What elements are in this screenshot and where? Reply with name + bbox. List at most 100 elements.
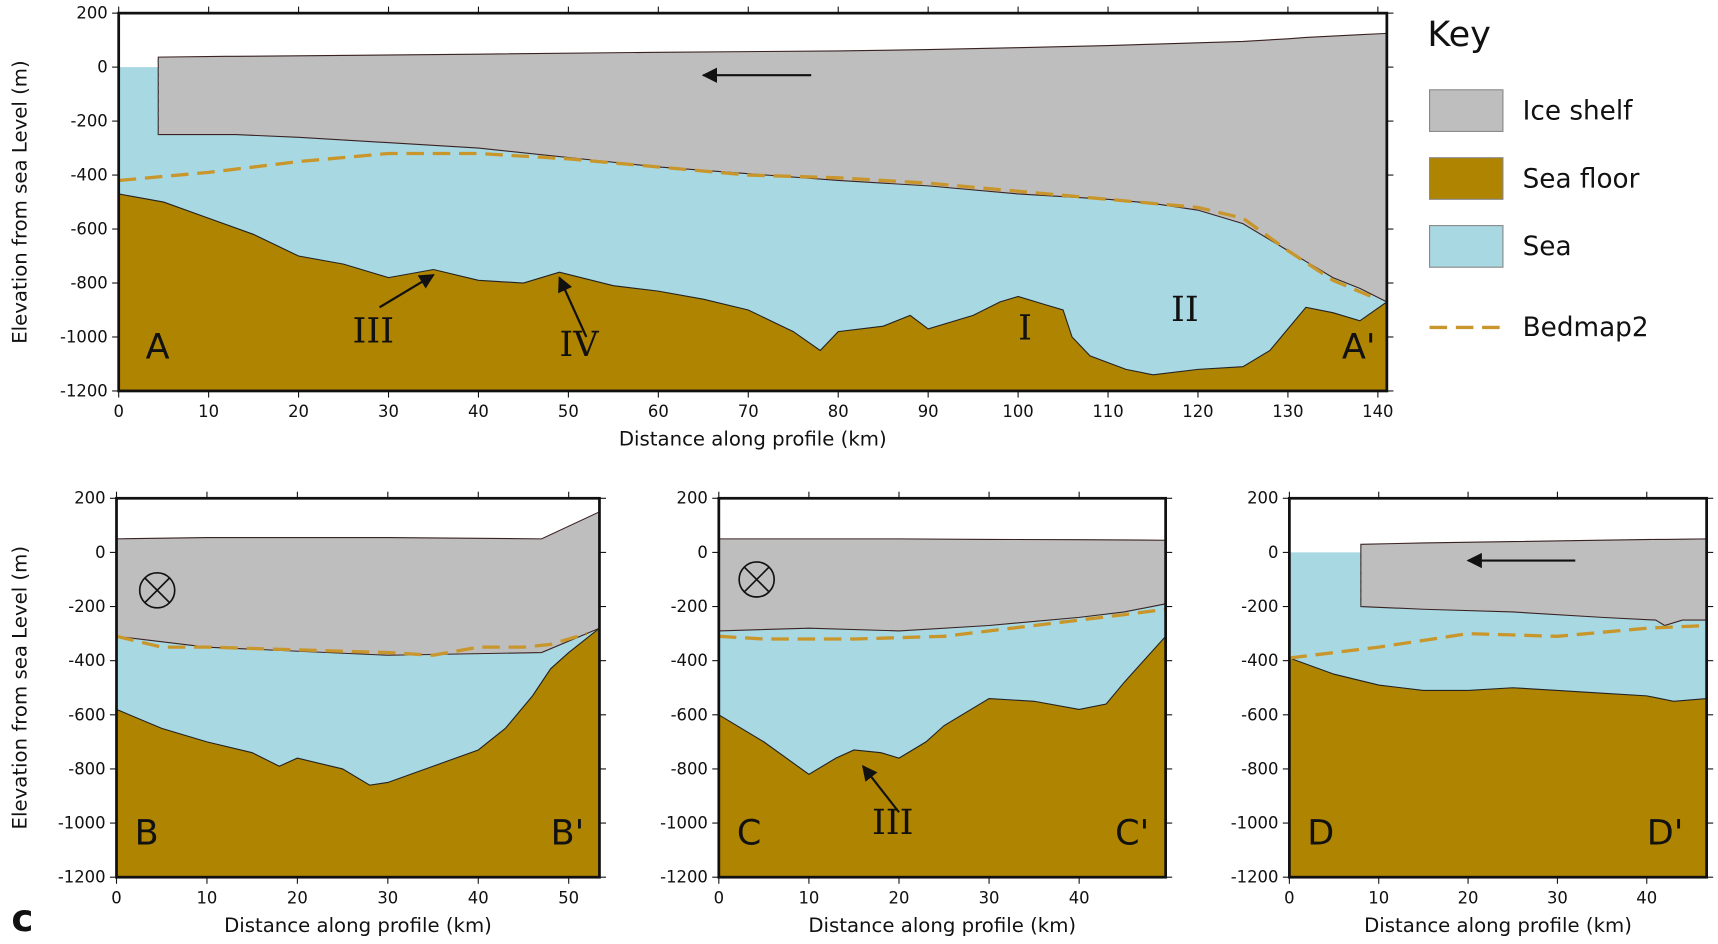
x-tick-label: 30 bbox=[377, 888, 398, 907]
y-tick-label: 200 bbox=[76, 4, 107, 23]
y-tick-label: 200 bbox=[677, 489, 708, 508]
key-swatch bbox=[1429, 89, 1504, 132]
x-axis-label: Distance along profile (km) bbox=[224, 914, 492, 937]
flow-into-page-cross bbox=[144, 577, 170, 603]
panel: A A'III IV I II0 10 20 30 40 50 60 70 80 90 100 110 120 1… bbox=[9, 4, 1394, 451]
key-title: Key bbox=[1427, 14, 1491, 55]
plot-area bbox=[718, 538, 1166, 878]
y-tick-label: -400 bbox=[70, 166, 107, 185]
x-tick-label: 10 bbox=[798, 888, 819, 907]
plot-frame bbox=[117, 11, 1389, 393]
x-tick-label: 80 bbox=[828, 402, 849, 421]
annotation: D bbox=[1307, 813, 1334, 854]
x-tick-label: 0 bbox=[1284, 888, 1294, 907]
x-tick-label: 0 bbox=[111, 888, 121, 907]
annotation: II bbox=[1171, 289, 1199, 330]
y-tick-label: -800 bbox=[70, 273, 107, 292]
x-tick-label: 40 bbox=[1636, 888, 1657, 907]
bedmap2-line bbox=[118, 151, 1379, 301]
x-tick-label: 10 bbox=[1368, 888, 1389, 907]
ice-shelf bbox=[116, 511, 600, 656]
annotation: B' bbox=[551, 813, 585, 854]
y-tick-label: -600 bbox=[1241, 705, 1278, 724]
x-tick-label: 10 bbox=[198, 402, 219, 421]
y-tick-label: -1200 bbox=[60, 381, 108, 400]
plot-area bbox=[1289, 538, 1707, 878]
bedmap2-line bbox=[718, 607, 1166, 641]
x-tick-label: 10 bbox=[196, 888, 217, 907]
y-tick-label: -1000 bbox=[660, 814, 708, 833]
y-tick-label: -200 bbox=[671, 597, 708, 616]
y-tick-label: -400 bbox=[68, 651, 105, 670]
annotation: III bbox=[872, 802, 914, 843]
y-tick-label: 200 bbox=[74, 489, 105, 508]
x-tick-label: 60 bbox=[648, 402, 669, 421]
sea-floor bbox=[118, 193, 1387, 391]
key-swatch bbox=[1429, 157, 1504, 200]
x-tick-label: 30 bbox=[378, 402, 399, 421]
panel: B B' 0 10 20 30 40 50 200 0 -200 -400 -600 -800 -1000 -… bbox=[9, 489, 607, 937]
y-tick-label: 0 bbox=[95, 543, 105, 562]
x-tick-label: 30 bbox=[979, 888, 1000, 907]
annotation: C bbox=[737, 813, 761, 854]
y-tick-label: -1000 bbox=[60, 327, 108, 346]
plot-area bbox=[116, 511, 600, 878]
plot-frame bbox=[1288, 496, 1708, 879]
x-tick-label: 40 bbox=[1069, 888, 1090, 907]
y-axis-label: Elevation from sea Level (m) bbox=[9, 60, 32, 343]
key-label: Ice shelf bbox=[1523, 96, 1633, 126]
arrow bbox=[378, 273, 435, 309]
panel: D D' 0 10 20 30 40 200 0 -200 -400 -600 -800 -1000 -12… bbox=[1231, 489, 1714, 937]
x-tick-label: 0 bbox=[113, 402, 123, 421]
y-tick-label: -800 bbox=[671, 759, 708, 778]
annotation: I bbox=[1018, 308, 1032, 349]
x-tick-label: 140 bbox=[1362, 402, 1393, 421]
y-tick-label: -600 bbox=[68, 705, 105, 724]
y-tick-label: -400 bbox=[671, 651, 708, 670]
x-tick-label: 50 bbox=[558, 888, 579, 907]
y-axis-label: Elevation from sea Level (m) bbox=[9, 546, 32, 829]
key-label: Sea bbox=[1523, 232, 1572, 262]
x-tick-label: 130 bbox=[1272, 402, 1303, 421]
panel-label: c bbox=[11, 896, 33, 940]
y-tick-label: -200 bbox=[68, 597, 105, 616]
x-tick-label: 70 bbox=[738, 402, 759, 421]
y-tick-label: -200 bbox=[1241, 597, 1278, 616]
x-tick-label: 90 bbox=[918, 402, 939, 421]
bedmap2-line bbox=[1289, 623, 1707, 660]
x-tick-label: 20 bbox=[1458, 888, 1479, 907]
x-tick-label: 100 bbox=[1002, 402, 1033, 421]
sea-floor bbox=[718, 635, 1166, 878]
annotation: A' bbox=[1342, 327, 1376, 368]
x-tick-label: 110 bbox=[1092, 402, 1123, 421]
x-tick-label: 20 bbox=[889, 888, 910, 907]
ice-shelf bbox=[1360, 538, 1707, 627]
y-tick-label: -1000 bbox=[1231, 814, 1279, 833]
flow-into-page bbox=[138, 571, 176, 609]
plot-frame bbox=[717, 496, 1168, 879]
x-tick-label: 40 bbox=[468, 402, 489, 421]
arrow bbox=[862, 765, 900, 813]
key-label: Bedmap2 bbox=[1523, 313, 1649, 343]
x-axis-label: Distance along profile (km) bbox=[619, 428, 887, 451]
key: Key Ice shelf Sea floor Sea Bedmap2 bbox=[1427, 14, 1648, 343]
y-tick-label: 0 bbox=[97, 58, 107, 77]
key-label: Sea floor bbox=[1523, 164, 1640, 194]
y-tick-label: -1000 bbox=[58, 814, 106, 833]
y-tick-label: -400 bbox=[1241, 651, 1278, 670]
annotation: IV bbox=[559, 324, 599, 365]
x-tick-label: 120 bbox=[1182, 402, 1213, 421]
y-tick-label: -800 bbox=[1241, 759, 1278, 778]
x-tick-label: 20 bbox=[287, 888, 308, 907]
annotation: A bbox=[146, 327, 170, 368]
y-tick-label: -1200 bbox=[58, 868, 106, 887]
x-tick-label: 0 bbox=[714, 888, 724, 907]
y-tick-label: 200 bbox=[1247, 489, 1278, 508]
plot-area bbox=[118, 32, 1387, 391]
ice-shelf bbox=[718, 538, 1166, 632]
key-swatch bbox=[1429, 225, 1504, 268]
sea-floor bbox=[1289, 657, 1707, 878]
sea-floor bbox=[116, 627, 600, 878]
annotation: C' bbox=[1115, 813, 1149, 854]
